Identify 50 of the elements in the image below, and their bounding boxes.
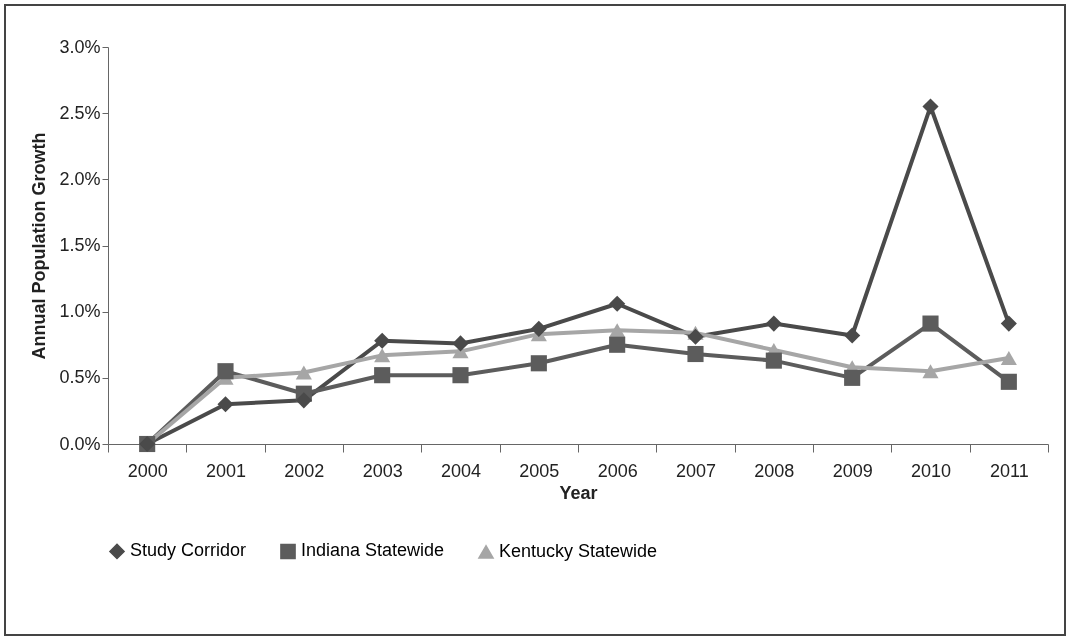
legend-label: Indiana Statewide bbox=[301, 540, 445, 561]
point bbox=[922, 98, 939, 115]
x-tick-label: 2003 bbox=[362, 460, 403, 481]
point bbox=[217, 396, 234, 413]
legend-label: Study Corridor bbox=[130, 540, 247, 561]
point bbox=[530, 355, 547, 372]
point bbox=[844, 369, 861, 386]
point bbox=[844, 327, 861, 344]
point bbox=[687, 345, 704, 363]
point bbox=[295, 392, 312, 409]
point bbox=[609, 323, 626, 338]
x-tick-label: 2009 bbox=[832, 460, 873, 481]
x-tick-label: 2007 bbox=[675, 460, 717, 481]
legend-label: Kentucky Statewide bbox=[499, 540, 658, 561]
y-axis-title: Annual Population Growth bbox=[29, 132, 50, 360]
point bbox=[530, 320, 547, 337]
x-tick-label: 2006 bbox=[597, 460, 638, 481]
point bbox=[765, 352, 782, 369]
x-tick-label: 2010 bbox=[910, 460, 952, 481]
y-tick-label: 3.0% bbox=[59, 36, 101, 57]
x-tick-label: 2000 bbox=[127, 460, 168, 481]
y-tick-label: 1.5% bbox=[59, 235, 101, 255]
point bbox=[374, 348, 391, 363]
x-tick-label: 2002 bbox=[284, 460, 325, 481]
point bbox=[452, 367, 469, 384]
point bbox=[1000, 373, 1017, 390]
point bbox=[295, 365, 312, 380]
y-tick-label: 2.5% bbox=[59, 102, 101, 123]
point bbox=[609, 336, 626, 353]
point bbox=[1000, 351, 1017, 365]
point bbox=[217, 363, 234, 380]
point bbox=[922, 315, 939, 332]
point bbox=[1000, 315, 1017, 332]
x-tick-label: 2001 bbox=[205, 460, 247, 481]
point bbox=[452, 335, 469, 352]
point bbox=[765, 315, 782, 332]
x-tick-label: 2004 bbox=[440, 460, 482, 481]
point bbox=[609, 295, 626, 312]
point bbox=[374, 367, 391, 384]
x-tick-label: 2008 bbox=[754, 460, 795, 481]
y-tick-label: 2.0% bbox=[59, 168, 101, 189]
y-tick-label: 0.5% bbox=[59, 367, 101, 388]
point bbox=[374, 332, 391, 349]
x-tick-label: 2011 bbox=[989, 460, 1029, 481]
y-tick-label: 0.0% bbox=[59, 433, 101, 454]
point bbox=[687, 328, 704, 345]
y-tick-label: 1.0% bbox=[59, 301, 101, 322]
point bbox=[922, 364, 939, 379]
x-axis-title: Year bbox=[559, 482, 598, 503]
x-tick-label: 2005 bbox=[519, 460, 560, 481]
